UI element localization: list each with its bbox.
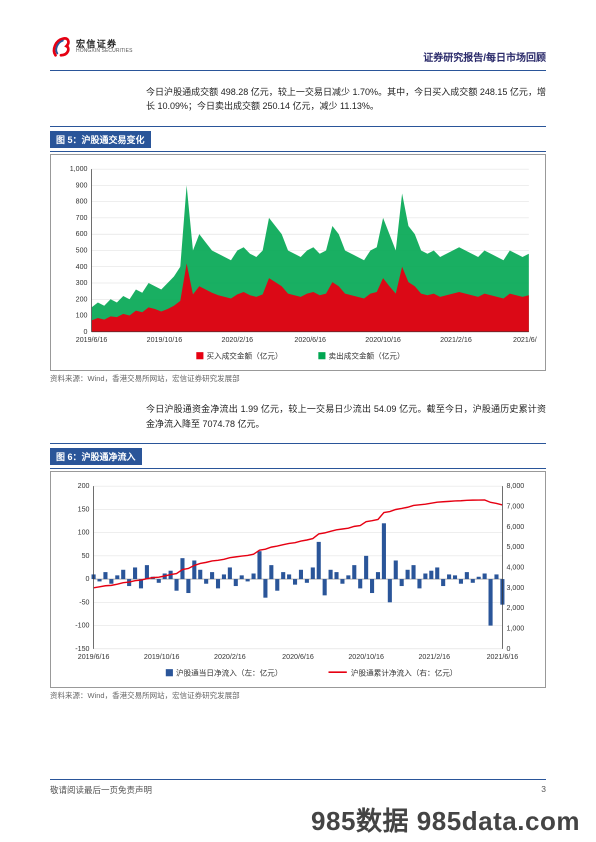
footer-disclaimer: 敬请阅读最后一页免责声明 [50,784,152,796]
page-header: 宏信证券 HONGXIN SECURITIES 证券研究报告/每日市场回顾 [50,35,546,64]
svg-text:2020/2/16: 2020/2/16 [214,653,246,661]
svg-text:600: 600 [76,230,88,238]
svg-text:-150: -150 [75,645,89,653]
svg-text:沪股通当日净流入（左：亿元）: 沪股通当日净流入（左：亿元） [176,667,283,677]
svg-text:2,000: 2,000 [506,604,524,612]
svg-text:2021/2/16: 2021/2/16 [418,653,450,661]
paragraph-2: 今日沪股通资金净流出 1.99 亿元，较上一交易日少流出 54.09 亿元。截至… [50,402,546,431]
svg-text:2020/6/16: 2020/6/16 [282,653,314,661]
bar-line-chart-icon: -150 -100 -50 0 50 100 150 200 0 1,000 2,000 3,000 4… [59,480,537,683]
area-chart-icon: 0 100 200 300 400 500 600 700 800 900 1,000 2019/6/… [59,163,537,366]
svg-text:300: 300 [76,279,88,287]
svg-text:2020/6/16: 2020/6/16 [294,336,326,344]
svg-text:2021/6/16: 2021/6/16 [487,653,519,661]
svg-text:500: 500 [76,246,88,254]
svg-text:8,000: 8,000 [506,482,524,490]
watermark: 985数据 985data.com [311,801,580,838]
figure-5-chart: 0 100 200 300 400 500 600 700 800 900 1,000 2019/6/… [50,154,546,371]
company-logo: 宏信证券 HONGXIN SECURITIES [50,35,133,59]
svg-text:2019/10/16: 2019/10/16 [147,336,183,344]
paragraph-1: 今日沪股通成交额 498.28 亿元，较上一交易日减少 1.70%。其中，今日买… [50,85,546,114]
svg-text:2019/6/16: 2019/6/16 [76,336,108,344]
svg-text:2020/10/16: 2020/10/16 [365,336,401,344]
svg-text:800: 800 [76,197,88,205]
figure-6-title-bar: 图 6：沪股通净流入 [50,443,546,469]
svg-text:沪股通累计净流入（右：亿元）: 沪股通累计净流入（右：亿元） [351,667,458,677]
svg-text:3,000: 3,000 [506,584,524,592]
svg-text:2021/6/16: 2021/6/16 [513,336,537,344]
svg-text:900: 900 [76,181,88,189]
svg-text:7,000: 7,000 [506,502,524,510]
figure-6-chart: -150 -100 -50 0 50 100 150 200 0 1,000 2,000 3,000 4… [50,471,546,688]
svg-text:200: 200 [78,482,90,490]
svg-text:0: 0 [86,575,90,583]
figure-6-title: 图 6：沪股通净流入 [50,448,142,465]
figure-5-title: 图 5：沪股通交易变化 [50,131,151,148]
svg-text:2019/6/16: 2019/6/16 [78,653,110,661]
svg-text:2021/2/16: 2021/2/16 [440,336,472,344]
svg-text:4,000: 4,000 [506,563,524,571]
svg-text:400: 400 [76,263,88,271]
svg-text:100: 100 [76,311,88,319]
figure-6-source: 资料来源：Wind，香港交易所网站，宏信证券研究发展部 [50,690,546,701]
svg-text:1,000: 1,000 [506,624,524,632]
svg-text:-100: -100 [75,622,89,630]
page-footer: 敬请阅读最后一页免责声明 3 [50,779,546,796]
svg-text:100: 100 [78,529,90,537]
svg-text:卖出成交金额（亿元）: 卖出成交金额（亿元） [329,350,405,360]
logo-en-text: HONGXIN SECURITIES [76,49,133,54]
svg-text:0: 0 [506,645,510,653]
svg-text:6,000: 6,000 [506,523,524,531]
svg-text:150: 150 [78,505,90,513]
svg-text:2019/10/16: 2019/10/16 [144,653,180,661]
svg-text:200: 200 [76,295,88,303]
svg-text:买入成交金额（亿元）: 买入成交金额（亿元） [206,350,282,360]
figure-5-title-bar: 图 5：沪股通交易变化 [50,126,546,152]
svg-text:2020/10/16: 2020/10/16 [348,653,384,661]
header-rule [50,70,546,71]
logo-icon [50,35,72,59]
svg-text:2020/2/16: 2020/2/16 [222,336,254,344]
footer-page-number: 3 [541,784,546,796]
svg-text:1,000: 1,000 [70,165,88,173]
svg-text:700: 700 [76,214,88,222]
svg-text:0: 0 [84,328,88,336]
figure-5-source: 资料来源：Wind，香港交易所网站，宏信证券研究发展部 [50,373,546,384]
report-title: 证券研究报告/每日市场回顾 [423,49,546,64]
svg-text:5,000: 5,000 [506,543,524,551]
svg-text:50: 50 [82,552,90,560]
svg-text:-50: -50 [79,598,89,606]
